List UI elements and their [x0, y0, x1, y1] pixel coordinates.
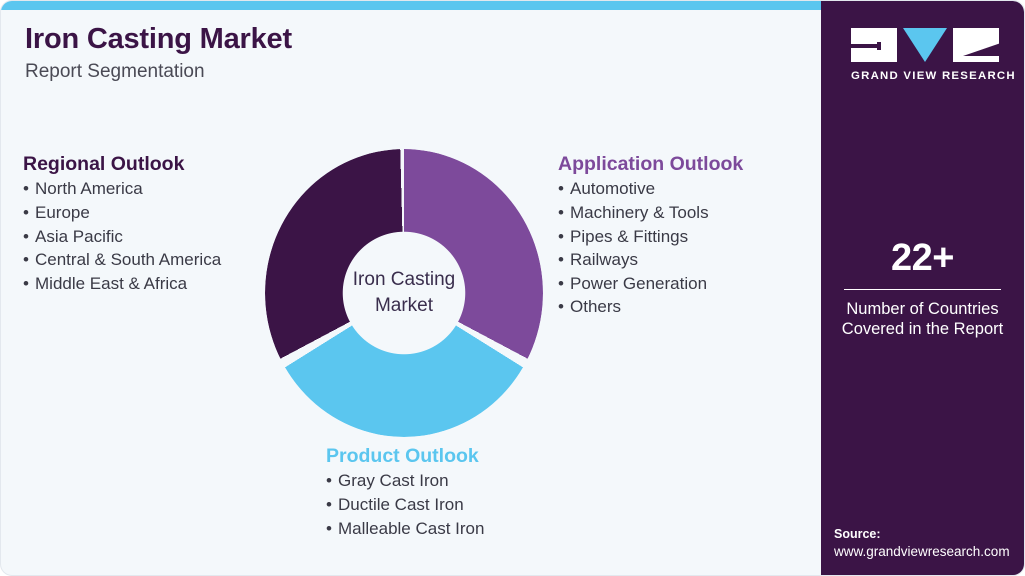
list-item-label: North America [35, 179, 143, 199]
list-item: • Asia Pacific [23, 225, 221, 249]
bullet-icon: • [326, 471, 332, 491]
list-item-label: Railways [570, 250, 639, 270]
bullet-icon: • [558, 202, 564, 222]
bullet-icon: • [558, 250, 564, 270]
countries-stat: 22+ Number of Countries Covered in the R… [821, 239, 1024, 339]
segmentation-donut-chart: Iron Casting Market [265, 149, 543, 437]
application-outlook-heading: Application Outlook [558, 153, 744, 175]
list-item-label: Central & South America [35, 250, 222, 270]
list-item-label: Ductile Cast Iron [338, 494, 464, 514]
page-title: Iron Casting Market [25, 23, 292, 55]
bullet-icon: • [326, 518, 332, 538]
list-item-label: Europe [35, 202, 90, 222]
bullet-icon: • [326, 494, 332, 514]
donut-center-label: Iron Casting Market [352, 268, 456, 316]
bullet-icon: • [558, 273, 564, 293]
bullet-icon: • [23, 250, 29, 270]
list-item: • Middle East & Africa [23, 272, 221, 296]
side-panel: GRAND VIEW RESEARCH 22+ Number of Countr… [821, 1, 1024, 575]
product-outlook-block: Product Outlook • Gray Cast Iron • Ductile… [326, 445, 484, 540]
list-item: • Malleable Cast Iron [326, 517, 484, 541]
bullet-icon: • [558, 297, 564, 317]
bullet-icon: • [23, 226, 29, 246]
source-url[interactable]: www.grandviewresearch.com [834, 543, 1010, 559]
donut-hole [343, 232, 465, 354]
stat-label: Number of Countries Covered in the Repor… [841, 300, 1004, 338]
bullet-icon: • [23, 202, 29, 222]
bullet-icon: • [23, 179, 29, 199]
logo-wordmark: GRAND VIEW RESEARCH [851, 70, 1016, 82]
stat-divider [844, 289, 1001, 290]
list-item-label: Middle East & Africa [35, 273, 188, 293]
list-item: • Railways [558, 248, 743, 272]
product-outlook-list: • Gray Cast Iron • Ductile Cast Iron • Mall… [326, 469, 484, 540]
list-item: • Central & South America [23, 248, 221, 272]
regional-outlook-list: • North America • Europe • Asia Pacific • Ce… [23, 177, 221, 295]
list-item-label: Malleable Cast Iron [338, 518, 485, 538]
application-outlook-list: • Automotive • Machinery & Tools • Pipes & … [558, 177, 743, 319]
list-item-label: Machinery & Tools [570, 202, 709, 222]
source-block: Source: www.grandviewresearch.com [834, 526, 1024, 561]
regional-outlook-block: Regional Outlook • North America • Europe … [23, 153, 221, 295]
list-item: • Gray Cast Iron [326, 469, 484, 493]
bullet-icon: • [558, 179, 564, 199]
logo-g-icon [851, 28, 897, 62]
bullet-icon: • [23, 273, 29, 293]
list-item: • Power Generation [558, 272, 743, 296]
list-item: • Machinery & Tools [558, 201, 743, 225]
logo-marks [851, 28, 999, 62]
list-item-label: Automotive [570, 179, 656, 199]
logo-v-triangle-icon [903, 28, 947, 62]
list-item: • Automotive [558, 177, 743, 201]
header: Iron Casting Market Report Segmentation [25, 23, 625, 83]
list-item-label: Asia Pacific [35, 226, 123, 246]
page-subtitle: Report Segmentation [25, 61, 205, 83]
list-item: • Europe [23, 201, 221, 225]
list-item-label: Pipes & Fittings [570, 226, 689, 246]
application-outlook-block: Application Outlook • Automotive • Machine… [558, 153, 743, 319]
list-item: • Ductile Cast Iron [326, 493, 484, 517]
top-accent-bar [1, 1, 823, 10]
product-outlook-heading: Product Outlook [326, 445, 479, 467]
source-title: Source: [834, 526, 881, 541]
list-item-label: Others [570, 297, 622, 317]
list-item-label: Gray Cast Iron [338, 471, 449, 491]
list-item: • Pipes & Fittings [558, 225, 743, 249]
stat-value: 22+ [891, 237, 954, 279]
regional-outlook-heading: Regional Outlook [23, 153, 185, 175]
list-item: • Others [558, 295, 743, 319]
grand-view-research-logo: GRAND VIEW RESEARCH [851, 28, 1016, 82]
bullet-icon: • [558, 226, 564, 246]
logo-r-icon [953, 28, 999, 62]
list-item: • North America [23, 177, 221, 201]
list-item-label: Power Generation [570, 273, 708, 293]
